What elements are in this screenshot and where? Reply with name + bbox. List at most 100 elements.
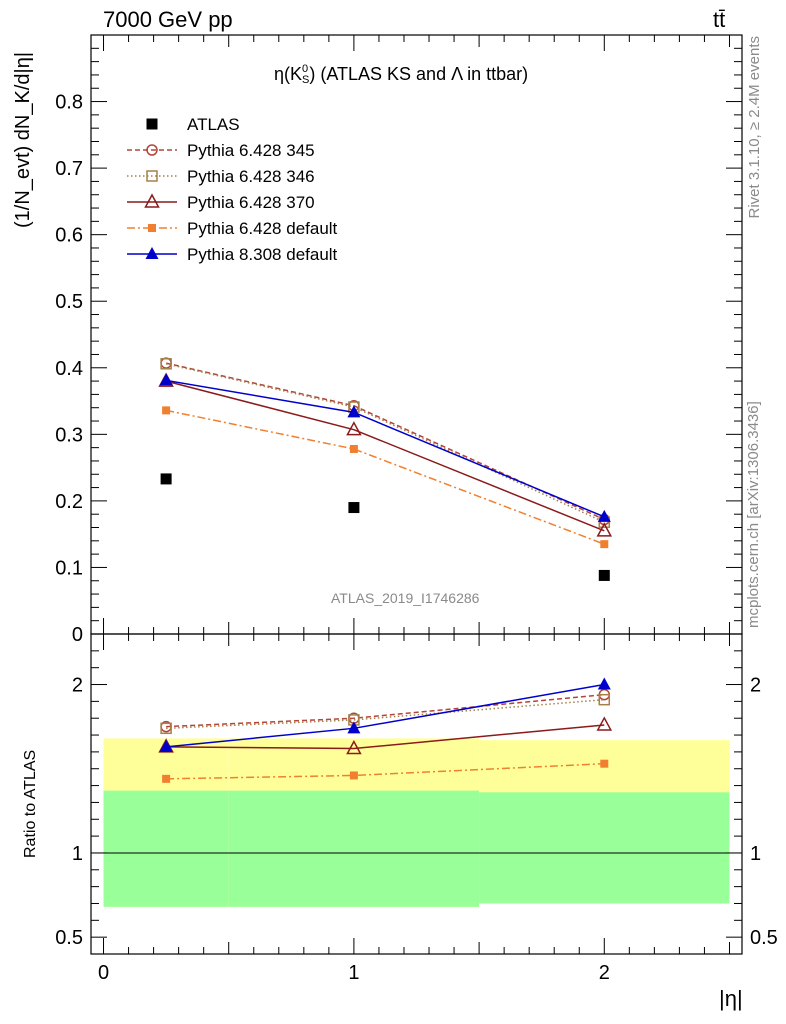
marker-triangle-filled — [347, 405, 361, 418]
main-point-pythia-8-308-default — [597, 509, 611, 522]
main-line-pythia-8-308-default — [165, 379, 605, 518]
main-point-pythia-6-428-370 — [346, 421, 362, 436]
legend-marker — [145, 247, 159, 259]
marker-square-small — [162, 774, 171, 783]
marker-square-small — [162, 406, 171, 415]
marker-square-small — [600, 759, 609, 768]
marker-square-small — [349, 444, 358, 453]
ratio-point-pythia-8-308-default — [597, 677, 611, 690]
plot-title-post: ) (ATLAS KS and Λ in ttbar) — [309, 64, 529, 84]
marker-square-open — [598, 693, 611, 706]
main-series-pythia-6-428-370 — [158, 372, 613, 537]
plot-title: η(K 0 S) (ATLAS KS and Λ in ttbar) — [274, 64, 528, 86]
main-series-pythia-6-428-default — [162, 406, 609, 549]
ratio-panel-frame — [90, 633, 743, 955]
main-line-pythia-6-428-370 — [165, 380, 605, 532]
main-point-atlas — [160, 473, 172, 485]
ratio-point-pythia-6-428-370 — [346, 739, 362, 755]
main-y-tick-label: 0.2 — [55, 491, 83, 513]
ratio-band-inner — [228, 790, 480, 907]
ratio-point-pythia-6-428-370 — [596, 716, 613, 731]
y-axis-label-ratio: Ratio to ATLAS — [22, 749, 39, 858]
marker-triangle-open — [346, 421, 362, 436]
main-series-pythia-8-308-default — [159, 373, 611, 522]
main-series-atlas — [160, 473, 610, 581]
main-y-tick-label: 0.6 — [55, 225, 83, 247]
main-point-pythia-8-308-default — [347, 405, 361, 418]
ratio-band-inner — [479, 792, 730, 904]
marker-triangle-open — [596, 716, 613, 731]
rivet-label: Rivet 3.1.10, ≥ 2.4M events — [746, 36, 763, 219]
main-y-tick-label: 0.4 — [55, 358, 83, 380]
ratio-uncertainty-bands — [91, 738, 742, 907]
marker-square-filled — [160, 473, 172, 485]
legend-marker — [146, 170, 158, 182]
marker-triangle-open — [346, 739, 362, 755]
ratio-point-pythia-8-308-default — [347, 721, 361, 734]
main-point-pythia-6-428-default — [162, 406, 171, 415]
marker-triangle-filled — [145, 247, 159, 259]
main-line-pythia-6-428-345 — [165, 362, 605, 521]
marker-triangle-filled — [159, 373, 173, 386]
x-tick-label: 1 — [348, 962, 359, 984]
marker-square-filled — [348, 502, 360, 514]
legend-label: Pythia 6.428 345 — [187, 141, 315, 160]
process-label: tt̄ — [713, 7, 726, 32]
plot-title-sub: S — [302, 74, 310, 87]
ratio-y-tick-label-left: 2 — [72, 675, 83, 697]
main-y-tick-label: 0.5 — [55, 291, 83, 313]
main-line-pythia-6-428-default — [165, 409, 605, 545]
ratio-line-pythia-6-428-370 — [166, 724, 605, 750]
main-y-ticks: 0 0.1 0.2 0.3 0.4 0.5 0.6 0.7 0.8 — [55, 34, 742, 646]
main-series-group — [158, 357, 613, 581]
marker-square-small — [148, 224, 156, 232]
legend-label: Pythia 8.308 default — [187, 245, 338, 264]
main-y-tick-label: 0.1 — [55, 557, 83, 579]
x-tick-label: 2 — [599, 962, 610, 984]
ratio-y-tick-label-left: 0.5 — [55, 927, 83, 949]
x-tick-label: 0 — [98, 962, 109, 984]
legend-label: Pythia 6.428 370 — [187, 193, 315, 212]
ratio-band-inner — [103, 790, 229, 907]
marker-square-open — [146, 170, 158, 182]
ratio-point-pythia-6-428-346 — [160, 722, 172, 735]
legend-entry-pythia-6-428-345: Pythia 6.428 345 — [127, 141, 315, 160]
marker-square-open — [160, 722, 172, 735]
marker-square-filled — [598, 569, 610, 581]
legend-marker — [146, 118, 158, 130]
main-point-pythia-8-308-default — [159, 373, 173, 386]
analysis-id: ATLAS_2019_I1746286 — [331, 590, 480, 606]
marker-circle-open — [146, 144, 158, 156]
ratio-point-pythia-6-428-default — [349, 771, 358, 780]
plot-title-sup: 0 — [302, 63, 309, 76]
marker-square-small — [349, 771, 358, 780]
x-axis-label: |η| — [719, 986, 743, 1011]
legend-entry-pythia-6-428-default: Pythia 6.428 default — [127, 219, 338, 238]
legend: ATLAS Pythia 6.428 345 Pythia 6.428 346 Pyt… — [127, 115, 338, 264]
legend-label: ATLAS — [187, 115, 240, 134]
ratio-point-pythia-6-428-default — [162, 774, 171, 783]
ratio-point-pythia-6-428-default — [600, 759, 609, 768]
legend-label: Pythia 6.428 default — [187, 219, 338, 238]
legend-marker — [148, 224, 156, 232]
main-point-pythia-6-428-370 — [596, 522, 613, 537]
marker-triangle-open — [596, 522, 613, 537]
legend-label: Pythia 6.428 346 — [187, 167, 315, 186]
marker-square-small — [600, 540, 609, 549]
legend-marker — [146, 144, 158, 156]
energy-label: 7000 GeV pp — [103, 7, 233, 32]
y-axis-label-main: (1/N_evt) dN_K/d|η| — [12, 51, 34, 228]
main-y-tick-label: 0.7 — [55, 158, 83, 180]
main-series-pythia-6-428-345 — [160, 357, 611, 526]
ratio-y-tick-label-right: 1 — [750, 843, 761, 865]
main-point-atlas — [598, 569, 610, 581]
main-point-pythia-6-428-346 — [160, 358, 172, 370]
main-y-tick-label: 0.3 — [55, 424, 83, 446]
main-point-pythia-6-428-default — [600, 540, 609, 549]
marker-triangle-open — [144, 193, 160, 208]
ratio-frame-rect — [90, 633, 743, 955]
main-point-atlas — [348, 502, 360, 514]
marker-square-filled — [146, 118, 158, 130]
arxiv-label: mcplots.cern.ch [arXiv:1306.3436] — [745, 401, 762, 628]
